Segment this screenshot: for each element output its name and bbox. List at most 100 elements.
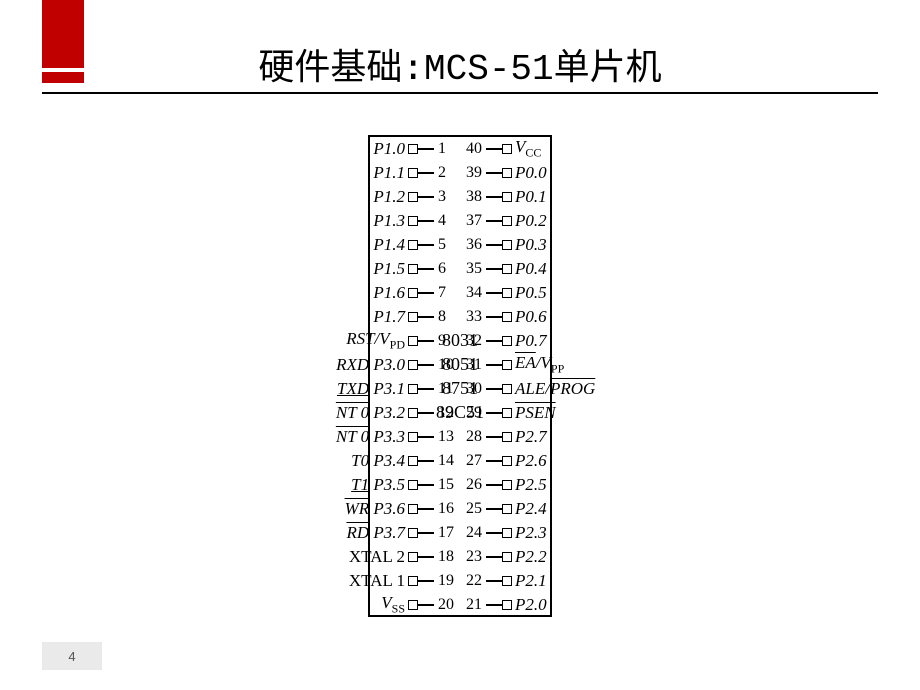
pin-number: 39 bbox=[460, 164, 486, 182]
pin-label: P1.1 bbox=[373, 163, 408, 183]
pin-row: P1.6 7 34 P0.5 bbox=[230, 281, 690, 305]
pin-number: 12 bbox=[434, 404, 460, 422]
pin-connector bbox=[408, 600, 434, 610]
pin-row: RXD P3.0 10 31 EA/VPP bbox=[230, 353, 690, 377]
decor-red-1 bbox=[42, 0, 84, 68]
pin-label: P1.7 bbox=[373, 307, 408, 327]
pin-left-9: RST/VPD 9 bbox=[230, 329, 460, 352]
pin-left-13: NT 0 P3.3 13 bbox=[230, 427, 460, 447]
pin-connector bbox=[486, 504, 512, 514]
pin-row: VSS 20 21 P2.0 bbox=[230, 593, 690, 617]
title-suffix: 单片机 bbox=[554, 47, 662, 88]
pin-number: 25 bbox=[460, 500, 486, 518]
pin-number: 3 bbox=[434, 188, 460, 206]
pin-label: P2.6 bbox=[512, 451, 547, 471]
pin-label: PSEN bbox=[512, 403, 556, 423]
pin-line-icon bbox=[418, 268, 434, 270]
pin-number: 2 bbox=[434, 164, 460, 182]
pin-box-icon bbox=[408, 144, 418, 154]
pin-right-34: 34 P0.5 bbox=[460, 283, 690, 303]
pin-connector bbox=[486, 528, 512, 538]
pin-left-1: P1.0 1 bbox=[230, 139, 460, 159]
pin-right-32: 32 P0.7 bbox=[460, 331, 690, 351]
pin-connector bbox=[408, 312, 434, 322]
pin-number: 28 bbox=[460, 428, 486, 446]
pin-left-7: P1.6 7 bbox=[230, 283, 460, 303]
pin-connector bbox=[486, 480, 512, 490]
pin-right-26: 26 P2.5 bbox=[460, 475, 690, 495]
pin-label: P1.5 bbox=[373, 259, 408, 279]
pin-line-icon bbox=[418, 580, 434, 582]
pin-connector bbox=[408, 336, 434, 346]
pin-connector bbox=[408, 528, 434, 538]
pin-box-icon bbox=[408, 288, 418, 298]
pin-connector bbox=[486, 336, 512, 346]
pin-connector bbox=[486, 264, 512, 274]
pin-box-icon bbox=[408, 168, 418, 178]
pin-box-icon bbox=[408, 552, 418, 562]
pin-line-icon bbox=[486, 484, 502, 486]
pin-line-icon bbox=[486, 508, 502, 510]
pin-line-icon bbox=[486, 196, 502, 198]
pin-line-icon bbox=[418, 196, 434, 198]
pin-box-icon bbox=[502, 408, 512, 418]
pin-connector bbox=[486, 432, 512, 442]
pin-line-icon bbox=[486, 436, 502, 438]
pin-connector bbox=[408, 456, 434, 466]
pin-label: WR P3.6 bbox=[345, 499, 408, 519]
pin-row: P1.1 2 39 P0.0 bbox=[230, 161, 690, 185]
pin-box-icon bbox=[502, 264, 512, 274]
pin-label: RST/VPD bbox=[346, 329, 408, 352]
pin-line-icon bbox=[418, 244, 434, 246]
pin-row: P1.2 3 38 P0.1 bbox=[230, 185, 690, 209]
pin-right-33: 33 P0.6 bbox=[460, 307, 690, 327]
pin-label: P0.3 bbox=[512, 235, 547, 255]
pin-box-icon bbox=[502, 504, 512, 514]
pin-connector bbox=[408, 144, 434, 154]
pin-right-31: 31 EA/VPP bbox=[460, 353, 690, 376]
pin-label: P1.3 bbox=[373, 211, 408, 231]
pin-row: T0 P3.4 14 27 P2.6 bbox=[230, 449, 690, 473]
pin-row: TXD P3.1 11 30 ALE/PROG bbox=[230, 377, 690, 401]
pin-box-icon bbox=[408, 240, 418, 250]
pin-number: 40 bbox=[460, 140, 486, 158]
pin-label: P2.0 bbox=[512, 595, 547, 615]
pin-label: P2.4 bbox=[512, 499, 547, 519]
pin-label: RXD P3.0 bbox=[336, 355, 408, 375]
pin-row: RST/VPD 9 32 P0.7 bbox=[230, 329, 690, 353]
pin-box-icon bbox=[408, 408, 418, 418]
pin-box-icon bbox=[502, 600, 512, 610]
pin-label: XTAL 2 bbox=[349, 547, 408, 567]
pin-row: NT 0 P3.2 12 29 PSEN bbox=[230, 401, 690, 425]
pin-box-icon bbox=[502, 384, 512, 394]
pin-left-5: P1.4 5 bbox=[230, 235, 460, 255]
pin-right-39: 39 P0.0 bbox=[460, 163, 690, 183]
pin-connector bbox=[486, 384, 512, 394]
pin-number: 16 bbox=[434, 500, 460, 518]
pin-box-icon bbox=[502, 168, 512, 178]
pin-number: 20 bbox=[434, 596, 460, 614]
pin-line-icon bbox=[418, 508, 434, 510]
pin-label: P2.5 bbox=[512, 475, 547, 495]
pin-number: 30 bbox=[460, 380, 486, 398]
title-prefix: 硬件基础: bbox=[258, 47, 424, 88]
pin-line-icon bbox=[486, 388, 502, 390]
pin-connector bbox=[486, 360, 512, 370]
pin-label: P0.2 bbox=[512, 211, 547, 231]
pin-right-38: 38 P0.1 bbox=[460, 187, 690, 207]
pin-box-icon bbox=[408, 216, 418, 226]
pin-line-icon bbox=[486, 316, 502, 318]
pin-line-icon bbox=[418, 340, 434, 342]
pin-box-icon bbox=[502, 432, 512, 442]
pin-connector bbox=[408, 192, 434, 202]
pin-line-icon bbox=[418, 316, 434, 318]
pin-row: RD P3.7 17 24 P2.3 bbox=[230, 521, 690, 545]
pin-number: 32 bbox=[460, 332, 486, 350]
pin-right-37: 37 P0.2 bbox=[460, 211, 690, 231]
pin-label: VCC bbox=[512, 137, 541, 160]
pin-connector bbox=[486, 576, 512, 586]
pin-line-icon bbox=[418, 556, 434, 558]
pin-number: 29 bbox=[460, 404, 486, 422]
pin-line-icon bbox=[486, 604, 502, 606]
pin-connector bbox=[408, 384, 434, 394]
